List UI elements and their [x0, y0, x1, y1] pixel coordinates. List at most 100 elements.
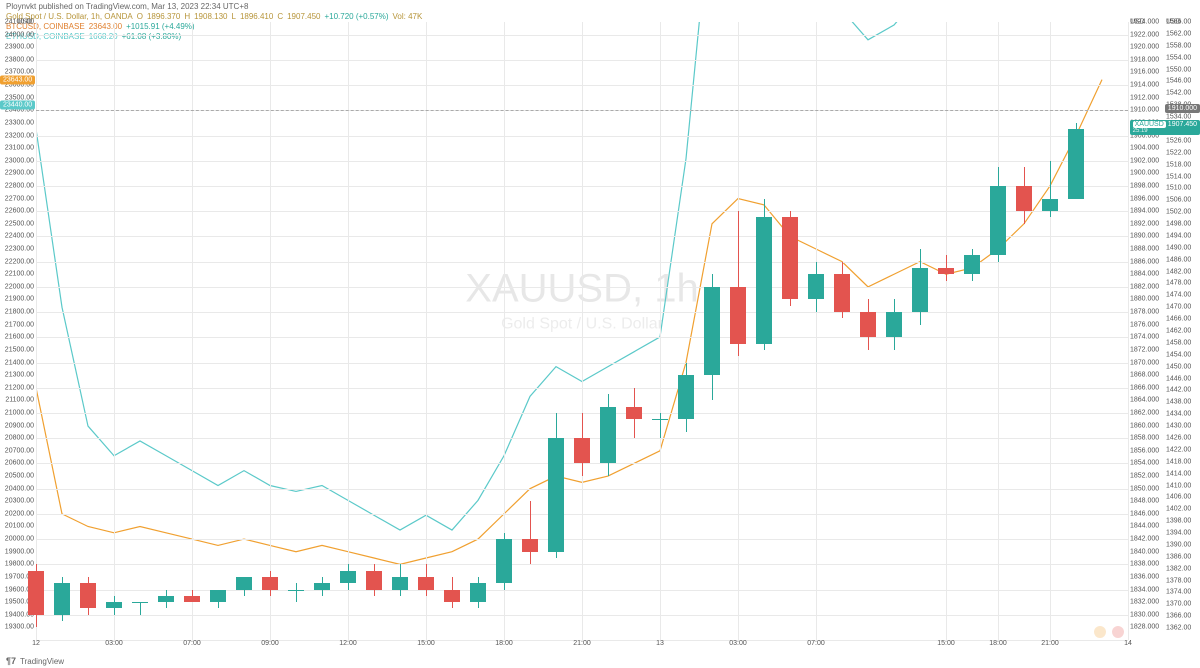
axis-tick: 1896.000 [1130, 195, 1159, 202]
axis-tick: 1830.000 [1130, 611, 1159, 618]
axis-tick: 20500.00 [5, 473, 34, 480]
axis-tick: 1860.000 [1130, 422, 1159, 429]
axis-tick: 1858.000 [1130, 435, 1159, 442]
axis-tick: 1462.00 [1166, 328, 1191, 335]
candle-body [392, 577, 409, 590]
time-tick: 21:00 [1041, 640, 1059, 647]
indicator-badge-icon[interactable] [1112, 626, 1124, 638]
time-tick: 03:00 [105, 640, 123, 647]
axis-tick: 21500.00 [5, 346, 34, 353]
axis-tick: 1842.000 [1130, 536, 1159, 543]
axis-tick: 1470.00 [1166, 304, 1191, 311]
axis-tick: 23200.00 [5, 132, 34, 139]
axis-tick: 1494.00 [1166, 232, 1191, 239]
indicator-badge-icon[interactable] [1094, 626, 1106, 638]
axis-tick: 1498.00 [1166, 221, 1191, 228]
time-tick: 18:00 [989, 640, 1007, 647]
candle-wick [140, 602, 141, 615]
axis-tick: 1562.00 [1166, 30, 1191, 37]
axis-tick: 1914.000 [1130, 82, 1159, 89]
price-marker: 23643.00 [0, 75, 35, 84]
indicator-badges [1094, 626, 1124, 638]
axis-tick: 1880.000 [1130, 296, 1159, 303]
axis-tick: 1406.00 [1166, 494, 1191, 501]
candle-body [262, 577, 279, 590]
axis-tick: 1366.00 [1166, 613, 1191, 620]
axis-tick: 20900.00 [5, 422, 34, 429]
right-price-axis-2: USD 1362.001366.001370.001374.001378.001… [1164, 22, 1200, 640]
ohlc-c: 1907.450 [287, 12, 320, 22]
axis-tick: 23100.00 [5, 145, 34, 152]
axis-tick: 23000.00 [5, 157, 34, 164]
axis-tick: 1402.00 [1166, 506, 1191, 513]
ohlc-vol: Vol: 47K [393, 12, 423, 22]
time-tick: 09:00 [261, 640, 279, 647]
axis-tick: 1864.000 [1130, 397, 1159, 404]
axis-tick: 21400.00 [5, 359, 34, 366]
tradingview-logo-icon: ¶7 [6, 656, 16, 666]
candle-body [574, 438, 591, 463]
axis-tick: 23900.00 [5, 44, 34, 51]
axis-tick: 22100.00 [5, 271, 34, 278]
candle-body [444, 590, 461, 603]
time-tick: 13 [656, 640, 664, 647]
candle-wick [530, 501, 531, 564]
axis-tick: 20300.00 [5, 498, 34, 505]
candle-body [28, 571, 45, 615]
axis-tick: 1518.00 [1166, 161, 1191, 168]
chart-container: Ploynvkt published on TradingView.com, M… [0, 0, 1200, 668]
axis-tick: 21900.00 [5, 296, 34, 303]
axis-tick: 1920.000 [1130, 44, 1159, 51]
axis-tick: 1828.000 [1130, 624, 1159, 631]
axis-tick: 22800.00 [5, 182, 34, 189]
time-tick: 07:00 [807, 640, 825, 647]
candle-body [860, 312, 877, 337]
axis-tick: 24000.00 [5, 31, 34, 38]
axis-tick: 1910.000 [1130, 107, 1159, 114]
axis-tick: 1892.000 [1130, 220, 1159, 227]
axis-tick: 1386.00 [1166, 553, 1191, 560]
axis-tick: 1884.000 [1130, 271, 1159, 278]
price-marker: XAUUSD1907.45025:19 [1130, 120, 1200, 135]
axis-tick: 1834.000 [1130, 586, 1159, 593]
axis-tick: 19900.00 [5, 548, 34, 555]
candle-body [678, 375, 695, 419]
axis-tick: 20100.00 [5, 523, 34, 530]
candle-body [54, 583, 71, 615]
axis-tick: 1434.00 [1166, 411, 1191, 418]
axis-tick: 1912.000 [1130, 94, 1159, 101]
axis-tick: 1846.000 [1130, 510, 1159, 517]
candle-body [470, 583, 487, 602]
candle-body [704, 287, 721, 375]
axis-tick: 1394.00 [1166, 530, 1191, 537]
time-tick: 14 [1124, 640, 1132, 647]
candle-body [834, 274, 851, 312]
axis-tick: 22900.00 [5, 170, 34, 177]
axis-tick: 1526.00 [1166, 137, 1191, 144]
axis-tick: 1554.00 [1166, 54, 1191, 61]
ohlc-h-label: H [184, 12, 190, 22]
candle-body [652, 419, 669, 420]
candle-body [158, 596, 175, 602]
chart-plot-area[interactable]: XAUUSD, 1h Gold Spot / U.S. Dollar 23643… [36, 22, 1128, 640]
last-price-line [36, 110, 1128, 111]
axis-tick: 1566.00 [1166, 19, 1191, 26]
axis-tick: 20200.00 [5, 510, 34, 517]
axis-tick: 1852.000 [1130, 473, 1159, 480]
time-tick: 07:00 [183, 640, 201, 647]
candle-body [288, 590, 305, 591]
axis-tick: 1466.00 [1166, 316, 1191, 323]
axis-tick: 1398.00 [1166, 518, 1191, 525]
axis-tick: 1510.00 [1166, 185, 1191, 192]
candle-body [1016, 186, 1033, 211]
axis-tick: 1482.00 [1166, 268, 1191, 275]
axis-tick: 20600.00 [5, 460, 34, 467]
axis-tick: 22300.00 [5, 246, 34, 253]
axis-tick: 1378.00 [1166, 577, 1191, 584]
candle-wick [296, 583, 297, 602]
axis-tick: 20400.00 [5, 485, 34, 492]
axis-tick: 1882.000 [1130, 283, 1159, 290]
axis-tick: 1410.00 [1166, 482, 1191, 489]
axis-tick: 1370.00 [1166, 601, 1191, 608]
axis-tick: 21600.00 [5, 334, 34, 341]
